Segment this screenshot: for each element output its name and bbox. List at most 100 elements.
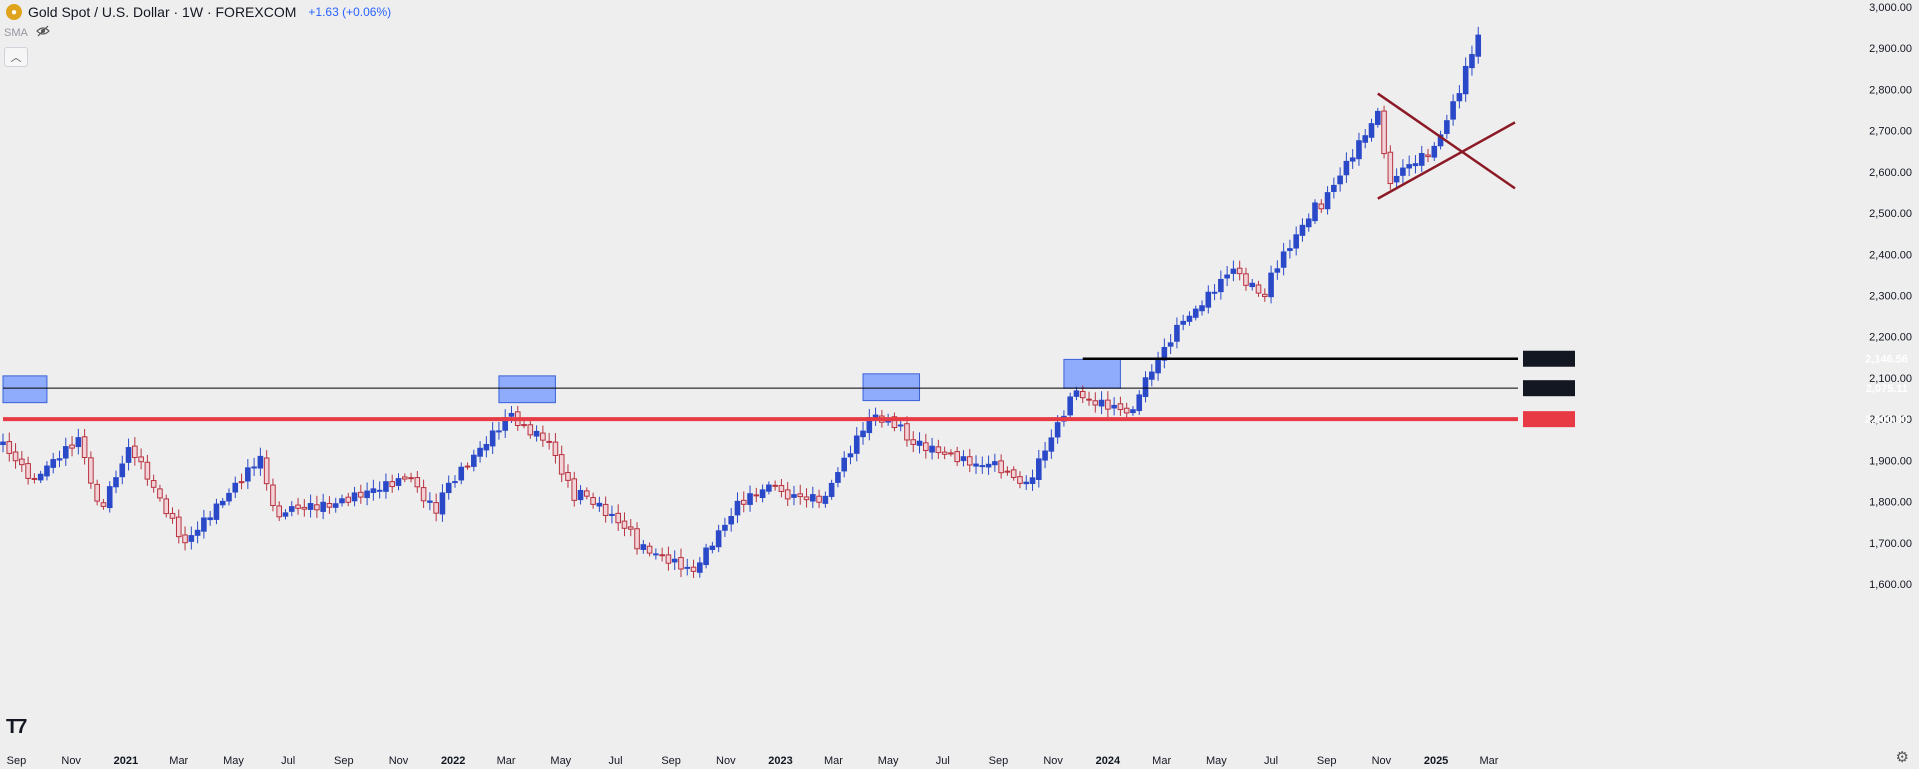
candle-body[interactable] <box>803 496 810 501</box>
candle-body[interactable] <box>552 441 559 456</box>
tradingview-logo[interactable]: T7 <box>6 716 27 738</box>
candle-body[interactable] <box>778 485 785 492</box>
candle-body[interactable] <box>533 430 540 437</box>
candle-body[interactable] <box>1406 164 1412 169</box>
candle-body[interactable] <box>1331 184 1337 192</box>
candle-body[interactable] <box>458 466 465 481</box>
candle-body[interactable] <box>263 457 270 485</box>
candle-body[interactable] <box>948 452 954 455</box>
candle-body[interactable] <box>973 463 979 467</box>
candle-body[interactable] <box>960 456 967 462</box>
candle-body[interactable] <box>251 466 257 469</box>
candle-body[interactable] <box>1004 470 1011 473</box>
candle-body[interactable] <box>985 463 992 468</box>
candle-body[interactable] <box>452 481 458 484</box>
candle-body[interactable] <box>1312 202 1318 222</box>
candle-body[interactable] <box>772 484 778 487</box>
candle-body[interactable] <box>759 489 766 499</box>
candle-body[interactable] <box>1305 218 1312 228</box>
gear-icon[interactable]: ⚙ <box>1895 749 1909 766</box>
candle-body[interactable] <box>1167 342 1174 347</box>
candle-body[interactable] <box>1048 437 1055 452</box>
candle-body[interactable] <box>540 432 546 441</box>
candle-body[interactable] <box>1023 481 1030 485</box>
candle-body[interactable] <box>351 492 358 502</box>
candle-body[interactable] <box>747 493 753 505</box>
candle-body[interactable] <box>1230 268 1237 274</box>
candle-body[interactable] <box>923 442 929 452</box>
candle-body[interactable] <box>527 424 534 436</box>
candle-body[interactable] <box>201 517 207 532</box>
candle-body[interactable] <box>766 484 772 492</box>
candle-body[interactable] <box>1462 65 1469 95</box>
candle-body[interactable] <box>1079 390 1086 399</box>
candle-body[interactable] <box>690 566 697 572</box>
candle-body[interactable] <box>1450 101 1456 120</box>
candle-body[interactable] <box>1186 315 1193 322</box>
resistance-zone-2[interactable] <box>498 375 556 404</box>
candle-body[interactable] <box>1054 422 1061 438</box>
candle-body[interactable] <box>94 483 100 502</box>
candle-body[interactable] <box>1400 167 1406 176</box>
candle-body[interactable] <box>1010 469 1017 478</box>
eye-hidden-icon[interactable] <box>35 25 50 40</box>
candle-body[interactable] <box>615 512 622 524</box>
candle-body[interactable] <box>1337 175 1343 185</box>
candle-body[interactable] <box>966 456 973 466</box>
candle-body[interactable] <box>1437 134 1444 147</box>
candle-body[interactable] <box>420 487 427 502</box>
candle-body[interactable] <box>1029 477 1036 484</box>
candle-body[interactable] <box>1224 274 1230 279</box>
candle-body[interactable] <box>1418 153 1425 166</box>
candle-body[interactable] <box>1425 154 1431 158</box>
candle-body[interactable] <box>1362 135 1369 143</box>
candle-body[interactable] <box>1117 403 1124 411</box>
candle-body[interactable] <box>471 454 477 467</box>
candle-body[interactable] <box>1142 377 1149 397</box>
candle-body[interactable] <box>370 488 377 493</box>
candle-body[interactable] <box>1318 203 1325 210</box>
candle-body[interactable] <box>1130 409 1136 414</box>
candle-body[interactable] <box>295 504 301 509</box>
candle-body[interactable] <box>904 423 910 441</box>
resistance-zone-1[interactable] <box>2 375 48 404</box>
candle-body[interactable] <box>320 501 326 512</box>
candle-body[interactable] <box>1268 272 1274 298</box>
candle-body[interactable] <box>929 445 935 453</box>
candle-body[interactable] <box>565 472 571 481</box>
candle-body[interactable] <box>401 476 408 480</box>
candle-body[interactable] <box>213 503 220 520</box>
candle-body[interactable] <box>860 430 866 438</box>
candle-body[interactable] <box>835 472 841 483</box>
candle-body[interactable] <box>376 489 383 492</box>
candle-body[interactable] <box>1475 34 1482 57</box>
candle-body[interactable] <box>345 496 352 503</box>
candle-body[interactable] <box>25 463 31 479</box>
candle-body[interactable] <box>194 529 201 536</box>
candle-body[interactable] <box>132 445 138 459</box>
candle-body[interactable] <box>665 554 672 564</box>
candle-body[interactable] <box>1469 54 1475 69</box>
candle-body[interactable] <box>464 465 471 468</box>
candle-body[interactable] <box>1299 224 1306 236</box>
resistance-zone-3[interactable] <box>862 373 921 402</box>
candle-body[interactable] <box>1444 120 1450 134</box>
candle-body[interactable] <box>1243 273 1249 286</box>
candle-body[interactable] <box>1287 248 1293 251</box>
candle-body[interactable] <box>791 494 797 498</box>
candle-body[interactable] <box>609 513 615 517</box>
candle-body[interactable] <box>445 482 452 494</box>
candle-body[interactable] <box>1349 157 1356 162</box>
candle-body[interactable] <box>439 492 446 515</box>
candle-body[interactable] <box>709 545 716 551</box>
time-axis[interactable]: Sep Nov 2021 Mar May Jul Sep Nov 2022 Mar May Jul Se… <box>7 755 1499 767</box>
candle-body[interactable] <box>1086 398 1092 401</box>
candle-body[interactable] <box>232 482 239 493</box>
candle-body[interactable] <box>88 457 94 484</box>
collapse-legend-button[interactable]: ︿ <box>4 47 28 67</box>
candle-body[interactable] <box>546 440 552 443</box>
candle-body[interactable] <box>678 557 684 570</box>
candle-body[interactable] <box>50 459 57 468</box>
candle-body[interactable] <box>653 553 659 556</box>
candle-body[interactable] <box>954 451 960 463</box>
